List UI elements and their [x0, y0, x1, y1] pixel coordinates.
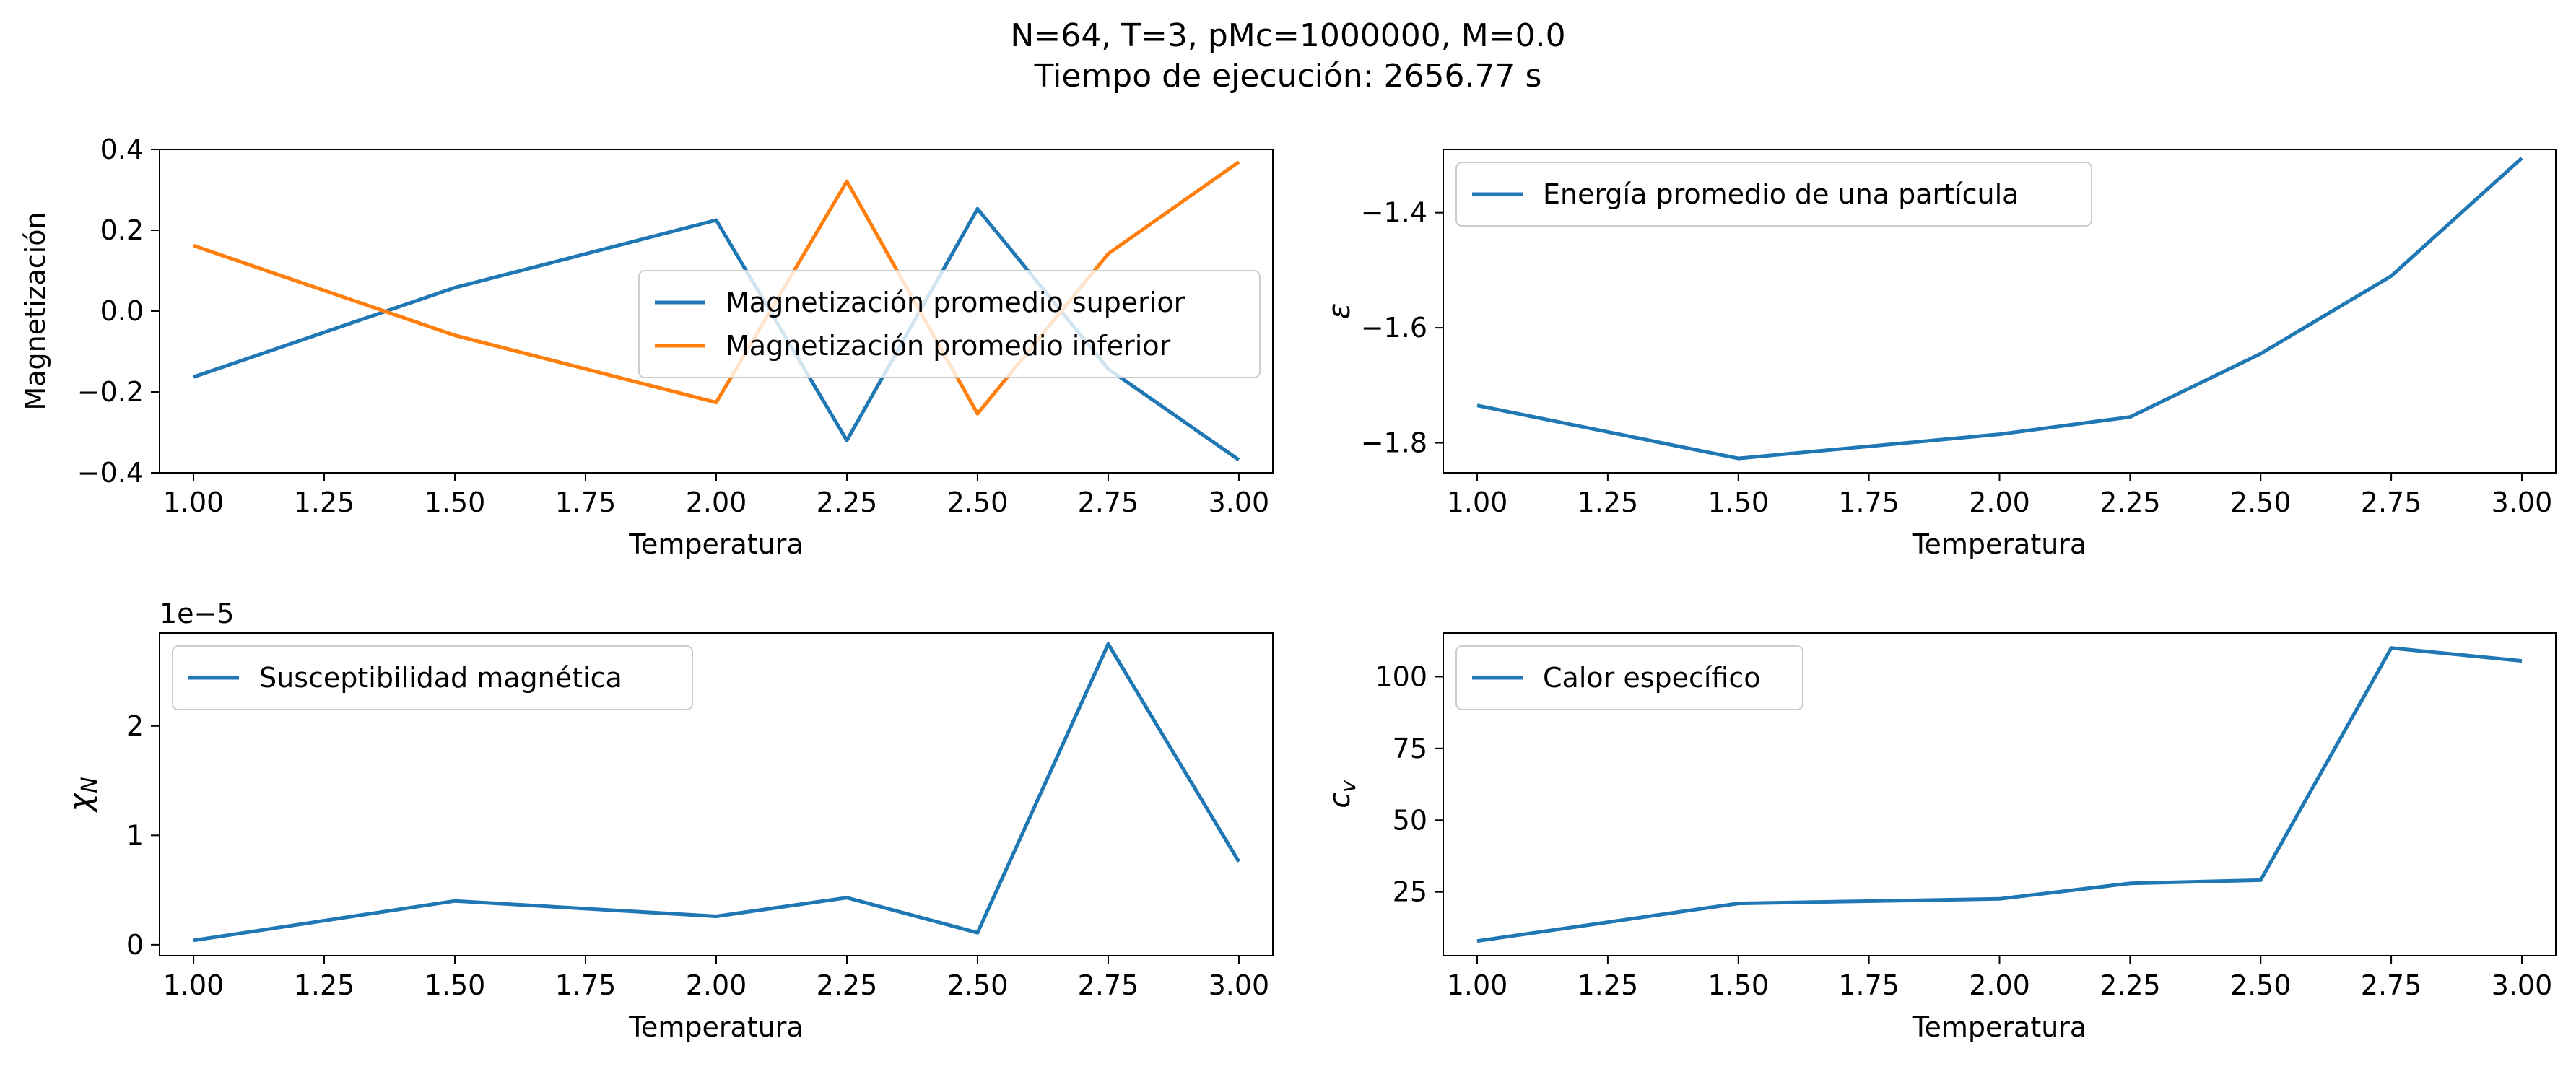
- x-tick-label: 1.75: [1838, 969, 1900, 1001]
- y-tick-label: −0.4: [77, 457, 144, 489]
- legend-box: [172, 645, 693, 710]
- legend-label: Energía promedio de una partícula: [1543, 178, 2019, 210]
- legend-label: Calor específico: [1543, 662, 1761, 694]
- figure-title-line2: Tiempo de ejecución: 2656.77 s: [1034, 58, 1542, 95]
- x-tick-label: 2.50: [2230, 969, 2292, 1001]
- legend-box: [1455, 645, 1803, 710]
- x-tick-label: 1.00: [163, 486, 225, 518]
- y-tick-label: 100: [1375, 660, 1427, 692]
- x-axis-label: Temperatura: [1912, 528, 2087, 560]
- x-tick-label: 2.00: [686, 486, 747, 518]
- series-line-1: [1476, 157, 2523, 461]
- legend-label: Magnetización promedio superior: [726, 287, 1185, 318]
- x-tick-label: 1.75: [555, 969, 617, 1001]
- y-tick-label: 2: [126, 710, 144, 742]
- x-tick-label: 1.00: [163, 969, 225, 1001]
- subplot-4: 1.00 1.25 1.50 1.75 2.00 2.25 2.50 2.75 3.00 25 50…: [1323, 632, 2557, 1043]
- axes-frame: [159, 632, 1274, 956]
- x-tick-label: 2.25: [817, 969, 878, 1001]
- y-tick-label: 50: [1393, 804, 1427, 836]
- axes-frame: [1443, 632, 2557, 956]
- y-axis-label: cv: [1323, 780, 1360, 808]
- y-tick-label: −1.6: [1361, 312, 1427, 344]
- axes-frame: [159, 149, 1274, 474]
- x-tick-label: 1.00: [1447, 486, 1508, 518]
- x-tick-label: 1.50: [425, 486, 486, 518]
- legend: Magnetización promedio superior Magnetiza…: [638, 270, 1261, 378]
- x-tick-label: 1.75: [1838, 486, 1900, 518]
- x-tick-label: 1.00: [1447, 969, 1508, 1001]
- y-tick-label: 75: [1393, 733, 1427, 764]
- y-axis-label: χN: [62, 777, 103, 813]
- y-axis-label: ε: [1321, 303, 1357, 320]
- x-tick-label: 2.00: [1969, 486, 2030, 518]
- x-tick-label: 2.00: [1969, 969, 2030, 1001]
- subplot-1: 1.00 1.25 1.50 1.75 2.00 2.25 2.50 2.75 3.00 −0.4…: [19, 134, 1274, 560]
- series-line-1: [1476, 646, 2523, 943]
- x-tick-label: 2.25: [817, 486, 878, 518]
- x-tick-label: 1.50: [425, 969, 486, 1001]
- x-tick-label: 3.00: [1209, 486, 1270, 518]
- x-tick-label: 2.25: [2099, 969, 2161, 1001]
- legend-box: [1455, 162, 2092, 227]
- axes-frame: [1443, 149, 2557, 474]
- legend: Energía promedio de una partícula: [1455, 162, 2092, 227]
- y-offset-label: 1e−5: [160, 598, 235, 629]
- x-tick-label: 2.75: [2361, 969, 2422, 1001]
- y-tick-label: −0.2: [77, 376, 144, 408]
- x-tick-label: 3.00: [1209, 969, 1270, 1001]
- x-axis-label: Temperatura: [1912, 1011, 2087, 1043]
- y-tick-label: 25: [1393, 876, 1427, 908]
- x-tick-label: 3.00: [2492, 969, 2553, 1001]
- legend-box: [638, 270, 1261, 378]
- legend-label: Magnetización promedio inferior: [726, 330, 1171, 362]
- x-tick-label: 2.75: [2361, 486, 2422, 518]
- x-axis-label: Temperatura: [628, 1011, 803, 1043]
- subplot-3: 1.00 1.25 1.50 1.75 2.00 2.25 2.50 2.75 3.00 0 1 2 T…: [62, 598, 1274, 1043]
- legend: Susceptibilidad magnética: [172, 645, 693, 710]
- x-tick-label: 1.75: [555, 486, 617, 518]
- x-tick-label: 1.25: [1578, 969, 1639, 1001]
- x-tick-label: 1.25: [294, 969, 355, 1001]
- y-tick-label: 1: [126, 819, 144, 851]
- x-tick-label: 2.50: [947, 486, 1009, 518]
- x-tick-label: 3.00: [2492, 486, 2553, 518]
- subplot-2: 1.00 1.25 1.50 1.75 2.00 2.25 2.50 2.75 3.00 −1.8…: [1321, 149, 2557, 560]
- x-axis-label: Temperatura: [628, 528, 803, 560]
- x-tick-label: 1.50: [1707, 969, 1769, 1001]
- x-tick-label: 2.50: [2230, 486, 2292, 518]
- x-tick-label: 2.75: [1078, 969, 1139, 1001]
- subplots: 1.00 1.25 1.50 1.75 2.00 2.25 2.50 2.75 3.00 −0.4…: [19, 134, 2557, 1043]
- y-tick-label: 0: [126, 929, 144, 961]
- y-tick-label: 0.2: [100, 214, 144, 246]
- x-tick-label: 1.25: [1578, 486, 1639, 518]
- x-tick-label: 1.50: [1707, 486, 1769, 518]
- series-line-1: [193, 642, 1241, 943]
- x-tick-label: 2.25: [2099, 486, 2161, 518]
- x-tick-label: 2.75: [1078, 486, 1139, 518]
- y-tick-label: −1.8: [1361, 427, 1427, 459]
- legend: Calor específico: [1455, 645, 1803, 710]
- x-tick-label: 2.50: [947, 969, 1009, 1001]
- series-line-2: [193, 160, 1240, 416]
- legend-label: Susceptibilidad magnética: [259, 662, 622, 694]
- y-axis-label: Magnetización: [19, 211, 51, 410]
- y-tick-label: 0.0: [100, 295, 144, 327]
- x-tick-label: 2.00: [686, 969, 747, 1001]
- x-tick-label: 1.25: [294, 486, 355, 518]
- y-tick-label: 0.4: [100, 134, 144, 165]
- figure-title-line1: N=64, T=3, pMc=1000000, M=0.0: [1010, 17, 1565, 54]
- y-tick-label: −1.4: [1361, 197, 1427, 229]
